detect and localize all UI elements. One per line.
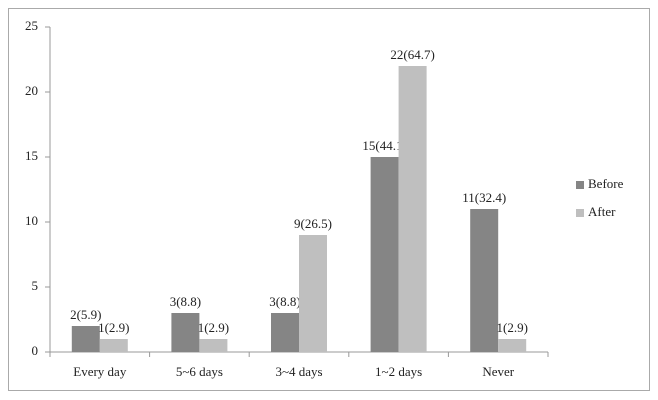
bar: [498, 339, 527, 352]
y-tick-label: 10: [25, 213, 38, 228]
y-tick-label: 0: [32, 343, 39, 358]
bar: [470, 209, 499, 352]
x-tick-label: Every day: [73, 364, 127, 379]
y-tick-label: 15: [25, 148, 38, 163]
bar: [71, 326, 100, 352]
value-label: 3(8.8): [170, 294, 201, 309]
legend-swatch: [576, 209, 584, 217]
y-tick-label: 5: [32, 278, 39, 293]
legend-swatch: [576, 181, 584, 189]
value-label: 22(64.7): [390, 47, 434, 62]
x-tick-label: 5~6 days: [176, 364, 223, 379]
legend-label: Before: [588, 176, 624, 191]
bar: [398, 66, 427, 352]
bar: [99, 339, 128, 352]
value-label: 1(2.9): [98, 320, 129, 335]
value-label: 15(44.1): [362, 138, 406, 153]
y-tick-label: 20: [25, 83, 38, 98]
value-label: 3(8.8): [269, 294, 300, 309]
value-label: 1(2.9): [198, 320, 229, 335]
bar: [370, 157, 399, 352]
value-label: 2(5.9): [70, 307, 101, 322]
value-label: 11(32.4): [462, 190, 506, 205]
bar: [299, 235, 327, 352]
value-label: 1(2.9): [496, 320, 527, 335]
chart-frame: [8, 8, 650, 391]
legend-label: After: [588, 204, 616, 219]
bar: [171, 313, 200, 352]
value-label: 9(26.5): [294, 216, 332, 231]
x-tick-label: 3~4 days: [275, 364, 322, 379]
x-tick-label: Never: [482, 364, 514, 379]
y-tick-label: 25: [25, 18, 38, 33]
bar: [271, 313, 299, 352]
bar: [199, 339, 228, 352]
x-tick-label: 1~2 days: [375, 364, 422, 379]
